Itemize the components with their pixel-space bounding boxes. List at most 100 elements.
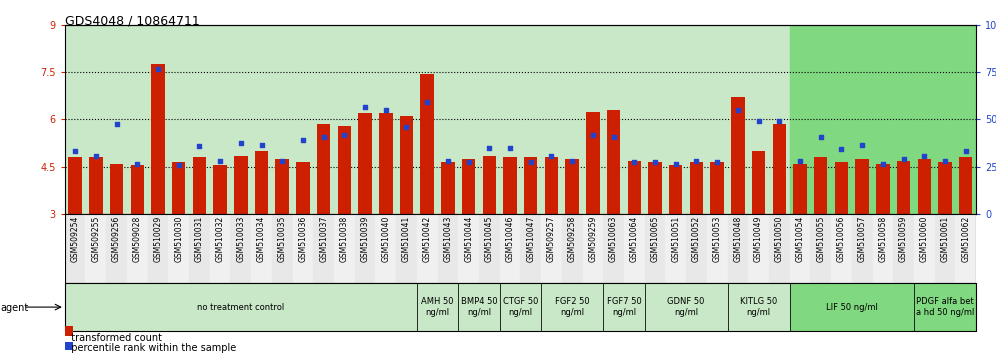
Text: GSM510029: GSM510029 xyxy=(153,216,162,262)
Bar xyxy=(375,214,396,283)
Point xyxy=(709,159,725,165)
Bar xyxy=(69,157,82,214)
Bar xyxy=(65,342,73,350)
Bar xyxy=(151,64,164,214)
Point xyxy=(771,118,787,124)
Text: GDS4048 / 10864711: GDS4048 / 10864711 xyxy=(65,14,199,27)
Bar xyxy=(811,214,831,283)
Text: agent: agent xyxy=(0,303,28,313)
Bar xyxy=(790,214,811,283)
Bar xyxy=(296,162,310,214)
Bar xyxy=(500,25,541,214)
Bar xyxy=(545,157,558,214)
Bar xyxy=(769,214,790,283)
Bar xyxy=(852,214,872,283)
Text: CTGF 50
ng/ml: CTGF 50 ng/ml xyxy=(503,297,538,317)
Point xyxy=(813,134,829,140)
Text: GSM510040: GSM510040 xyxy=(381,216,390,262)
Bar xyxy=(938,162,952,214)
Text: GSM510032: GSM510032 xyxy=(215,216,224,262)
Bar xyxy=(65,283,417,331)
Bar xyxy=(914,25,976,214)
Bar xyxy=(441,162,454,214)
Bar xyxy=(541,283,604,331)
Text: GSM510047: GSM510047 xyxy=(526,216,535,262)
Bar xyxy=(126,214,147,283)
Text: percentile rank within the sample: percentile rank within the sample xyxy=(65,343,236,353)
Point xyxy=(606,134,622,140)
Text: GSM510060: GSM510060 xyxy=(919,216,929,262)
Bar xyxy=(893,214,914,283)
Text: GSM510055: GSM510055 xyxy=(817,216,826,262)
Bar xyxy=(773,124,786,214)
Bar xyxy=(458,283,500,331)
Bar xyxy=(604,25,644,214)
Text: GSM510034: GSM510034 xyxy=(257,216,266,262)
Point xyxy=(688,158,704,163)
Point xyxy=(440,158,456,163)
Text: GSM510030: GSM510030 xyxy=(174,216,183,262)
Point xyxy=(337,132,353,138)
Text: GSM510059: GSM510059 xyxy=(899,216,908,262)
Bar xyxy=(213,165,227,214)
Bar xyxy=(251,214,272,283)
Bar xyxy=(707,214,727,283)
Point xyxy=(150,66,166,72)
Point xyxy=(316,134,332,140)
Text: GSM509254: GSM509254 xyxy=(71,216,80,262)
Point xyxy=(647,159,663,165)
Bar xyxy=(192,157,206,214)
Text: PDGF alfa bet
a hd 50 ng/ml: PDGF alfa bet a hd 50 ng/ml xyxy=(916,297,974,317)
Point xyxy=(792,158,808,163)
Point xyxy=(481,145,497,151)
Bar xyxy=(147,214,168,283)
Bar xyxy=(566,159,579,214)
Point xyxy=(377,107,393,113)
Bar xyxy=(955,214,976,283)
Point xyxy=(67,148,83,154)
Bar xyxy=(934,214,955,283)
Text: GSM510056: GSM510056 xyxy=(837,216,846,262)
Bar xyxy=(399,116,413,214)
Bar xyxy=(627,160,641,214)
Bar xyxy=(607,110,621,214)
Point xyxy=(626,159,642,165)
Text: GSM510041: GSM510041 xyxy=(402,216,411,262)
Bar xyxy=(665,214,686,283)
Text: GSM509028: GSM509028 xyxy=(132,216,141,262)
Text: GSM510065: GSM510065 xyxy=(650,216,659,262)
Point xyxy=(895,156,911,162)
Bar xyxy=(731,97,745,214)
Text: GSM510063: GSM510063 xyxy=(610,216,619,262)
Text: GDNF 50
ng/ml: GDNF 50 ng/ml xyxy=(667,297,705,317)
Bar xyxy=(644,283,727,331)
Bar xyxy=(872,214,893,283)
Point xyxy=(398,125,414,130)
Bar xyxy=(500,283,541,331)
Bar xyxy=(230,214,251,283)
Text: GSM510048: GSM510048 xyxy=(733,216,742,262)
Point xyxy=(274,158,290,163)
Bar xyxy=(587,112,600,214)
Bar xyxy=(89,157,103,214)
Bar xyxy=(359,113,372,214)
Bar xyxy=(355,214,375,283)
Bar xyxy=(748,214,769,283)
Bar xyxy=(814,157,828,214)
Point xyxy=(564,158,580,163)
Bar xyxy=(856,159,869,214)
Bar xyxy=(417,283,458,331)
Text: GSM510043: GSM510043 xyxy=(443,216,452,262)
Point xyxy=(834,147,850,152)
Text: AMH 50
ng/ml: AMH 50 ng/ml xyxy=(421,297,454,317)
Bar xyxy=(65,214,86,283)
Bar xyxy=(524,157,538,214)
Text: FGF7 50
ng/ml: FGF7 50 ng/ml xyxy=(607,297,641,317)
Point xyxy=(358,104,374,110)
Point xyxy=(419,99,435,105)
Bar xyxy=(417,25,458,214)
Bar xyxy=(86,214,107,283)
Text: no treatment control: no treatment control xyxy=(197,303,285,312)
Bar xyxy=(483,156,496,214)
Bar xyxy=(65,25,417,214)
